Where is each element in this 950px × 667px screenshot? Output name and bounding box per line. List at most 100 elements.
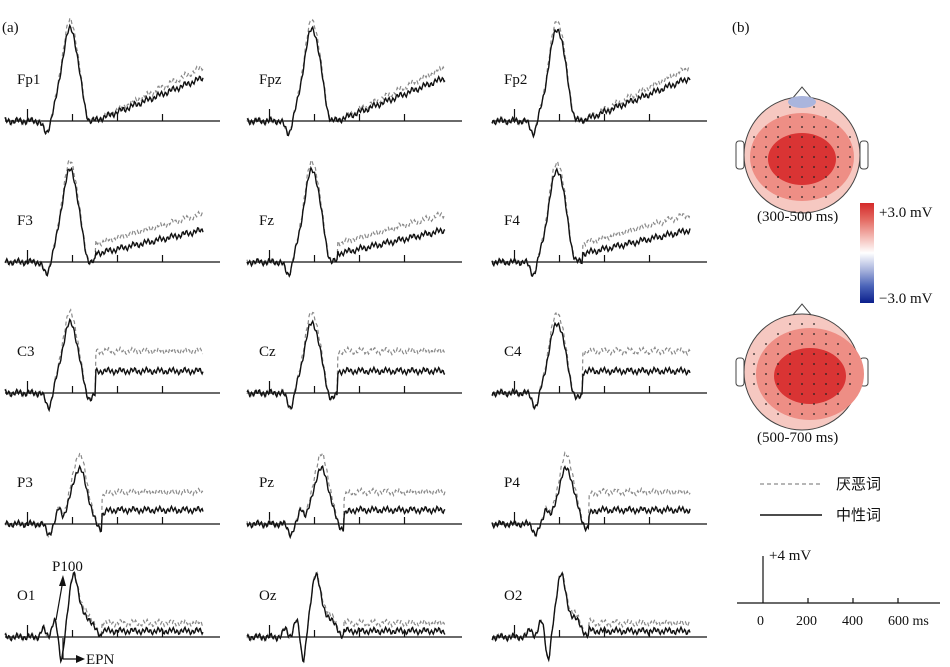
electrode-dot xyxy=(813,373,815,375)
electrode-dot xyxy=(813,353,815,355)
electrode-dot xyxy=(837,136,839,138)
electrode-dot xyxy=(753,146,755,148)
electrode-dot xyxy=(813,343,815,345)
epn-annotation: EPN xyxy=(62,638,115,667)
electrode-dot xyxy=(825,126,827,128)
erp-plot-f4: F4 xyxy=(491,160,707,280)
electrode-dot xyxy=(777,333,779,335)
electrode-dot xyxy=(825,146,827,148)
electrode-dot xyxy=(837,363,839,365)
electrode-dot xyxy=(801,186,803,188)
electrode-dot xyxy=(789,136,791,138)
electrode-dot xyxy=(837,393,839,395)
electrode-dot xyxy=(849,136,851,138)
electrode-dot xyxy=(789,186,791,188)
positive-region-core xyxy=(774,348,846,404)
electrode-dot xyxy=(801,333,803,335)
erp-plot-fp1: Fp1 xyxy=(4,16,220,136)
electrode-dot xyxy=(777,343,779,345)
topomap-300-500-label: (300-500 ms) xyxy=(757,209,838,225)
series-aversive-line xyxy=(4,158,204,277)
electrode-dot xyxy=(765,166,767,168)
electrode-dot xyxy=(753,373,755,375)
series-aversive-line xyxy=(4,569,204,663)
electrode-dot xyxy=(825,196,827,198)
series-neutral-line xyxy=(491,465,691,537)
electrode-dot xyxy=(813,106,815,108)
panel-a-label: (a) xyxy=(2,20,19,36)
channel-label-c4: C4 xyxy=(504,344,522,360)
left-ear xyxy=(735,357,745,387)
scale-amplitude-label: +4 mV xyxy=(769,548,811,564)
electrode-dot xyxy=(801,166,803,168)
colorbar-min-label: −3.0 mV xyxy=(879,291,933,307)
electrode-dot xyxy=(813,393,815,395)
electrode-dot xyxy=(813,176,815,178)
electrode-dot xyxy=(777,116,779,118)
electrode-dot xyxy=(849,363,851,365)
electrode-dot xyxy=(789,146,791,148)
channel-label-fz: Fz xyxy=(259,213,274,229)
electrode-dot xyxy=(801,363,803,365)
electrode-dot xyxy=(777,413,779,415)
electrode-dot xyxy=(849,353,851,355)
channel-label-c3: C3 xyxy=(17,344,35,360)
electrode-dot xyxy=(789,166,791,168)
series-neutral-line xyxy=(4,464,204,537)
erp-grid: Fp1 Fpz Fp2 F3 Fz F4 C3 Cz C4 P3 Pz P4 O1 Oz O2 xyxy=(4,16,707,665)
series-neutral-line xyxy=(246,319,446,411)
scale-tick-0: 0 xyxy=(757,614,764,629)
electrode-dot xyxy=(801,403,803,405)
electrode-dot xyxy=(789,363,791,365)
electrode-dot xyxy=(813,196,815,198)
channel-label-f3: F3 xyxy=(17,213,33,229)
electrode-dot xyxy=(765,373,767,375)
electrode-dot xyxy=(825,333,827,335)
electrode-dot xyxy=(765,156,767,158)
epn-label: EPN xyxy=(86,652,115,667)
electrode-dot xyxy=(813,156,815,158)
scale-bar: +4 mV 0 200 400 600 ms xyxy=(737,548,940,629)
electrode-dot xyxy=(789,106,791,108)
series-neutral-line xyxy=(4,23,204,136)
electrode-dot xyxy=(789,353,791,355)
topomap-300-500 xyxy=(735,86,869,214)
electrode-dot xyxy=(825,156,827,158)
electrode-dot xyxy=(777,146,779,148)
electrode-dot xyxy=(789,176,791,178)
scale-tick-600: 600 ms xyxy=(888,614,929,629)
topomap-500-700-label: (500-700 ms) xyxy=(757,430,838,446)
electrode-dot xyxy=(825,116,827,118)
legend-aversive-label: 厌恶词 xyxy=(836,476,881,493)
erp-plot-pz: Pz xyxy=(246,451,462,540)
electrode-dot xyxy=(813,323,815,325)
erp-plot-c3: C3 xyxy=(4,308,220,413)
topomap-500-700 xyxy=(735,303,869,431)
electrode-dot xyxy=(837,126,839,128)
electrode-dot xyxy=(801,156,803,158)
electrode-dot xyxy=(813,146,815,148)
electrode-dot xyxy=(765,343,767,345)
electrode-dot xyxy=(765,146,767,148)
channel-label-fpz: Fpz xyxy=(259,72,282,88)
electrode-dot xyxy=(801,413,803,415)
electrode-dot xyxy=(837,146,839,148)
electrode-dot xyxy=(837,353,839,355)
electrode-dot xyxy=(849,156,851,158)
erp-plot-fpz: Fpz xyxy=(246,18,462,139)
electrode-dot xyxy=(789,393,791,395)
series-neutral-line xyxy=(4,571,204,665)
electrode-dot xyxy=(801,343,803,345)
electrode-dot xyxy=(753,156,755,158)
electrode-dot xyxy=(765,353,767,355)
electrode-dot xyxy=(813,166,815,168)
electrode-dot xyxy=(837,373,839,375)
electrode-dot xyxy=(825,413,827,415)
electrode-dot xyxy=(813,186,815,188)
electrode-dot xyxy=(825,136,827,138)
electrode-dot xyxy=(825,176,827,178)
erp-plot-c4: C4 xyxy=(491,311,707,411)
electrode-dot xyxy=(753,166,755,168)
electrode-dot xyxy=(789,333,791,335)
